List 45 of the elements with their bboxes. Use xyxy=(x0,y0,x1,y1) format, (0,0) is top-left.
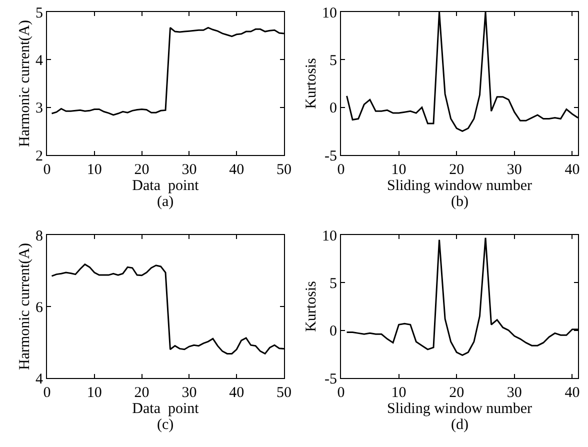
x-tick-label: 10 xyxy=(391,162,406,178)
x-tick-label: 30 xyxy=(182,385,197,401)
y-tick-label: 2 xyxy=(36,148,43,164)
x-tick-label: 20 xyxy=(449,385,464,401)
y-tick-label: 4 xyxy=(36,371,44,388)
y-tick-label: 8 xyxy=(36,228,43,244)
x-tick-label: 40 xyxy=(229,385,244,401)
x-tick-label: 50 xyxy=(276,385,292,401)
x-tick-label: 20 xyxy=(449,162,464,178)
y-tick-label: 5 xyxy=(330,52,337,69)
y-axis-title: Harmonic current(A) xyxy=(16,20,33,148)
y-axis-title: Harmonic current(A) xyxy=(16,242,33,370)
y-tick-label: 10 xyxy=(322,228,337,244)
y-tick-label: 5 xyxy=(330,276,337,292)
y-axis-title: Kurtosis xyxy=(303,280,320,332)
text: (b) xyxy=(451,194,468,210)
x-tick-label: 40 xyxy=(229,162,244,178)
x-tick-label: 20 xyxy=(134,385,150,401)
x-axis-title: Sliding window number xyxy=(387,178,532,194)
x-tick-label: 10 xyxy=(391,385,406,401)
x-tick-label: 40 xyxy=(564,385,580,401)
y-tick-label: 5 xyxy=(36,5,43,22)
x-tick-label: 10 xyxy=(86,385,102,401)
y-tick-label: 10 xyxy=(322,5,337,22)
y-tick-label: 4 xyxy=(36,52,44,69)
y-tick-label: -5 xyxy=(324,148,337,164)
x-axis-title: Data point xyxy=(132,178,200,194)
x-tick-label: 30 xyxy=(506,162,522,178)
text: (c) xyxy=(157,417,174,433)
x-tick-label: 40 xyxy=(564,162,580,178)
x-axis-title: Data point xyxy=(132,401,200,417)
x-tick-label: 10 xyxy=(86,162,102,178)
y-tick-label: 0 xyxy=(330,324,337,340)
text: (d) xyxy=(451,417,468,433)
x-tick-label: 50 xyxy=(276,162,292,178)
y-axis-title: Kurtosis xyxy=(303,58,320,109)
y-tick-label: 0 xyxy=(330,100,337,117)
y-tick-label: 6 xyxy=(36,300,44,316)
x-tick-label: 20 xyxy=(134,162,150,178)
text: (a) xyxy=(157,194,174,210)
y-tick-label: -5 xyxy=(324,371,337,388)
y-tick-label: 3 xyxy=(36,100,43,117)
x-tick-label: 30 xyxy=(506,385,522,401)
x-tick-label: 30 xyxy=(182,162,197,178)
x-axis-title: Sliding window number xyxy=(387,401,532,417)
